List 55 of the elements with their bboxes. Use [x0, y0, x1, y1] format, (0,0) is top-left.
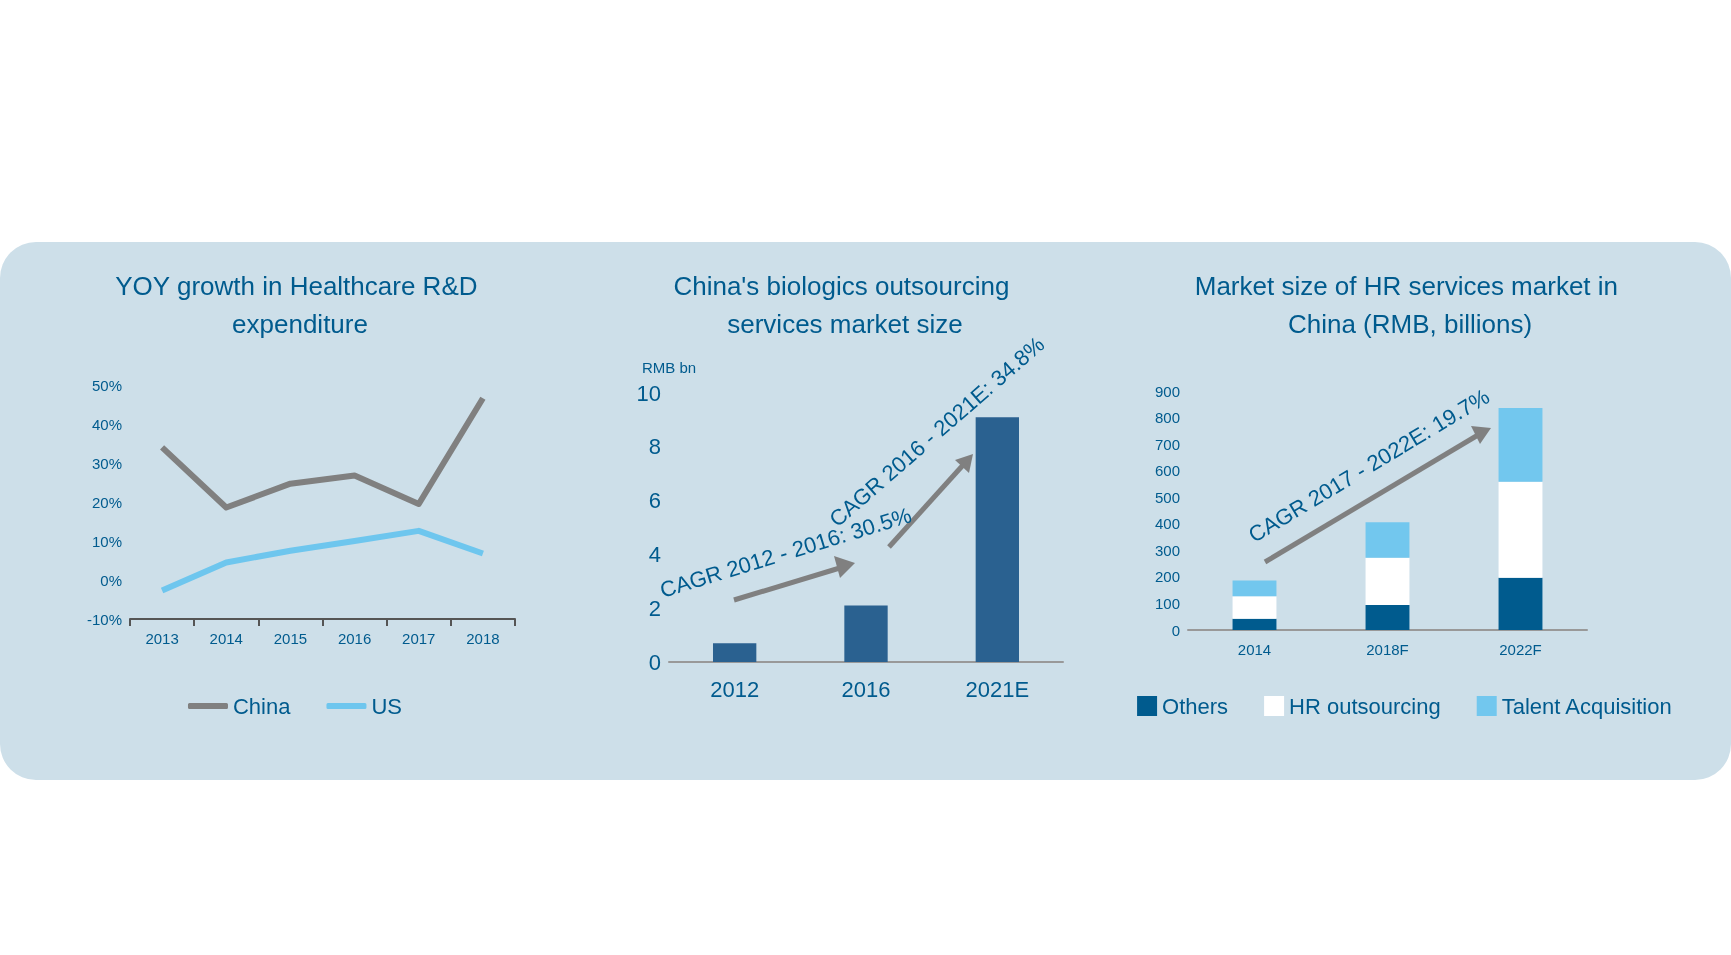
x-tick-label: 2013 — [145, 630, 179, 647]
y-tick-label: 8 — [648, 434, 661, 460]
legend-label: China — [232, 693, 292, 719]
x-tick-label: 2014 — [1237, 641, 1272, 658]
y-tick-label: 300 — [1154, 541, 1180, 559]
x-tick-label: 2014 — [209, 630, 243, 647]
chart-title: YOY growth in Healthcare R&D expenditure — [115, 271, 485, 339]
x-tick-label: 2021E — [965, 676, 1030, 702]
legend-label: US — [371, 693, 403, 719]
x-tick-label: 2018 — [466, 630, 500, 647]
bar — [1498, 481, 1543, 578]
y-tick-label: -10% — [86, 610, 122, 628]
y-tick-label: 500 — [1154, 488, 1180, 506]
bar — [1498, 408, 1543, 482]
x-tick-label: 2015 — [273, 630, 308, 647]
y-tick-label: 10% — [91, 532, 122, 550]
y-tick-label: 2 — [648, 595, 661, 621]
bar — [713, 643, 757, 662]
y-tick-label: 10 — [636, 380, 661, 406]
bar — [1365, 557, 1410, 606]
y-tick-label: 200 — [1154, 568, 1180, 586]
x-tick-label: 2018F — [1366, 641, 1409, 658]
legend-label: Talent Acquisition — [1501, 693, 1672, 719]
x-tick-label: 2022F — [1499, 641, 1542, 658]
y-tick-label: 900 — [1154, 382, 1180, 400]
bar — [1232, 580, 1277, 597]
x-tick-label: 2016 — [337, 630, 372, 647]
y-tick-label: 700 — [1154, 435, 1180, 453]
legend-label: HR outsourcing — [1289, 693, 1441, 719]
bar — [1365, 522, 1410, 558]
x-tick-label: 2012 — [710, 676, 760, 702]
bar — [1232, 596, 1277, 619]
y-tick-label: 100 — [1154, 594, 1180, 612]
bar — [844, 605, 888, 662]
y-tick-label: 800 — [1154, 409, 1180, 427]
y-tick-label: 30% — [91, 454, 122, 472]
y-tick-label: 4 — [648, 541, 661, 567]
x-tick-label: 2016 — [841, 676, 891, 702]
y-tick-label: 50% — [91, 376, 122, 394]
y-tick-label: 20% — [91, 493, 122, 511]
y-tick-label: 400 — [1154, 515, 1180, 533]
y-tick-label: 600 — [1154, 462, 1180, 480]
bar — [1498, 577, 1543, 630]
chart-title: China's biologics outsourcing services market size — [673, 271, 1017, 339]
y-tick-label: 0 — [648, 649, 661, 675]
legend-label: Others — [1162, 693, 1229, 719]
y-tick-label: 40% — [91, 415, 122, 433]
chart-title: Market size of HR services market in China (RMB, billions) — [1194, 271, 1626, 339]
bar — [1365, 605, 1410, 630]
y-tick-label: 0 — [1171, 621, 1180, 639]
y-tick-label: 6 — [648, 488, 661, 514]
y-axis-title: RMB bn — [641, 359, 697, 376]
bar — [1232, 618, 1277, 630]
x-tick-label: 2017 — [402, 630, 436, 647]
y-tick-label: 0% — [100, 571, 122, 589]
